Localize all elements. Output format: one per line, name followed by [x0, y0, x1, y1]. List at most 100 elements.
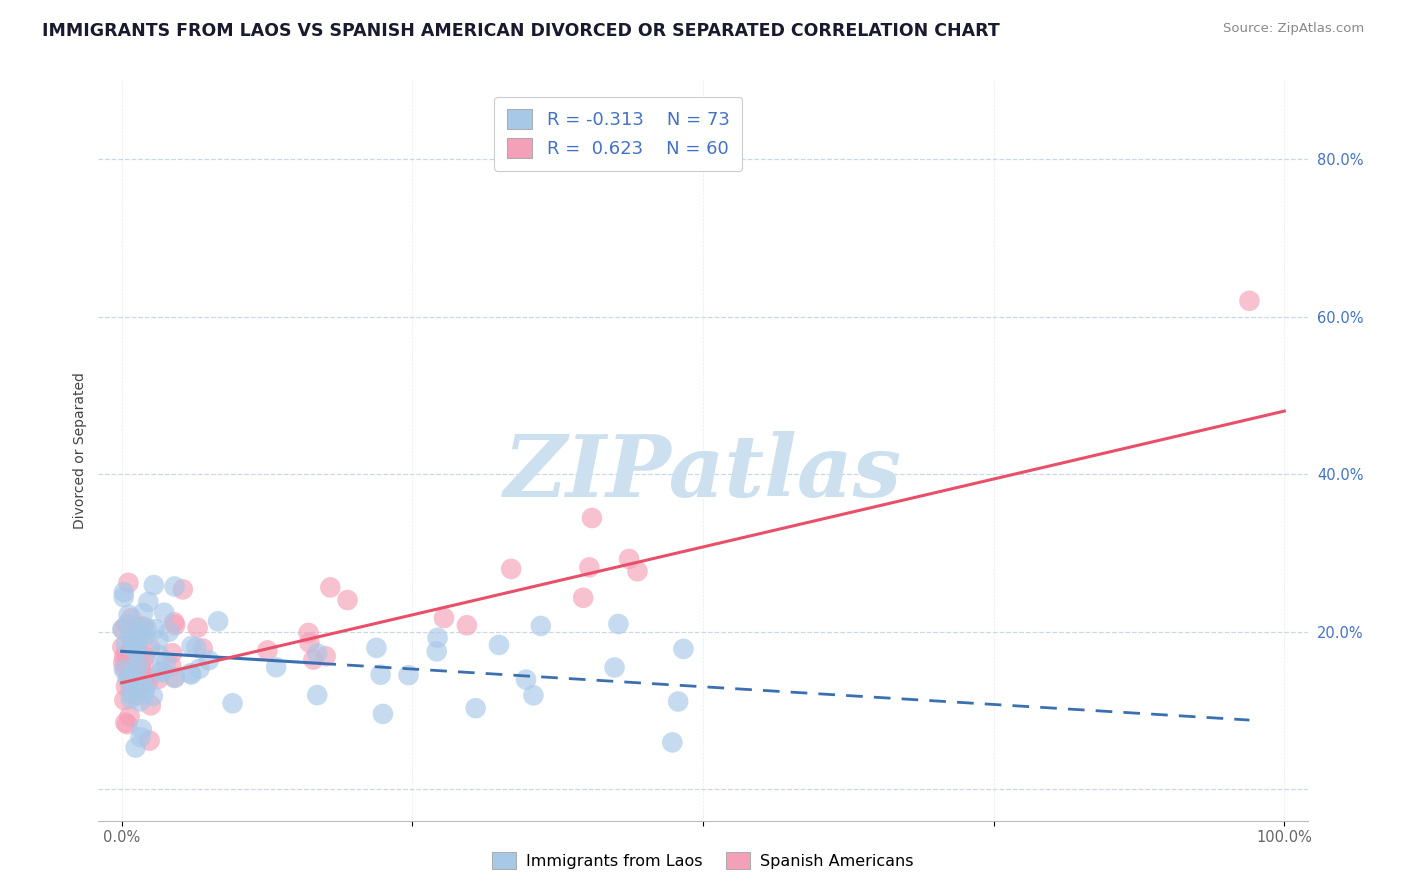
Point: [307, 647, 329, 661]
Point: [125, 689, 148, 703]
Point: [134, 630, 156, 644]
Point: [124, 661, 146, 675]
Point: [115, 648, 138, 662]
Point: [148, 648, 170, 662]
Point: [186, 640, 208, 655]
Point: [256, 643, 278, 657]
Text: IMMIGRANTS FROM LAOS VS SPANISH AMERICAN DIVORCED OR SEPARATED CORRELATION CHART: IMMIGRANTS FROM LAOS VS SPANISH AMERICAN…: [42, 22, 1000, 40]
Point: [456, 618, 478, 632]
Point: [163, 615, 186, 630]
Point: [114, 715, 136, 730]
Point: [131, 723, 153, 737]
Point: [221, 696, 243, 710]
Point: [112, 585, 135, 599]
Point: [153, 606, 176, 620]
Point: [307, 688, 329, 702]
Point: [136, 674, 159, 689]
Point: [607, 617, 630, 632]
Point: [138, 595, 160, 609]
Point: [120, 681, 142, 695]
Point: [121, 640, 143, 655]
Point: [134, 669, 156, 683]
Point: [163, 580, 186, 594]
Point: [488, 638, 510, 652]
Point: [127, 635, 149, 649]
Point: [124, 642, 146, 657]
Point: [118, 709, 141, 723]
Point: [121, 632, 143, 647]
Point: [160, 646, 183, 660]
Point: [371, 706, 394, 721]
Point: [426, 644, 449, 658]
Point: [120, 691, 142, 706]
Point: [118, 671, 141, 685]
Point: [302, 653, 325, 667]
Point: [118, 607, 141, 622]
Point: [666, 694, 689, 708]
Legend: R = -0.313    N = 73, R =  0.623    N = 60: R = -0.313 N = 73, R = 0.623 N = 60: [495, 96, 742, 170]
Point: [163, 671, 186, 685]
Point: [111, 640, 134, 654]
Point: [336, 593, 359, 607]
Point: [112, 656, 135, 670]
Point: [319, 581, 342, 595]
Point: [198, 653, 221, 667]
Point: [142, 578, 165, 592]
Point: [433, 611, 456, 625]
Point: [578, 560, 600, 574]
Point: [121, 673, 143, 688]
Point: [117, 672, 139, 686]
Point: [163, 670, 186, 684]
Point: [120, 611, 142, 625]
Point: [122, 632, 145, 647]
Point: [115, 717, 138, 731]
Point: [128, 657, 150, 672]
Point: [129, 620, 152, 634]
Point: [464, 701, 486, 715]
Point: [132, 658, 155, 673]
Point: [142, 689, 165, 703]
Point: [115, 679, 138, 693]
Point: [191, 641, 214, 656]
Point: [603, 660, 626, 674]
Point: [626, 564, 648, 578]
Point: [370, 667, 392, 681]
Point: [180, 666, 202, 681]
Point: [515, 673, 537, 687]
Legend: Immigrants from Laos, Spanish Americans: Immigrants from Laos, Spanish Americans: [486, 846, 920, 875]
Point: [117, 575, 139, 590]
Point: [297, 626, 319, 640]
Point: [143, 622, 166, 636]
Point: [124, 684, 146, 698]
Point: [426, 631, 449, 645]
Point: [115, 618, 138, 632]
Point: [148, 632, 170, 647]
Point: [148, 672, 170, 686]
Point: [1239, 293, 1261, 308]
Point: [128, 628, 150, 642]
Point: [114, 661, 136, 675]
Point: [661, 735, 683, 749]
Point: [121, 632, 143, 646]
Point: [165, 618, 187, 632]
Point: [112, 693, 135, 707]
Point: [134, 649, 156, 664]
Point: [134, 686, 156, 700]
Point: [118, 661, 141, 675]
Point: [125, 647, 148, 661]
Y-axis label: Divorced or Separated: Divorced or Separated: [73, 372, 87, 529]
Point: [155, 656, 177, 670]
Point: [180, 667, 202, 681]
Point: [172, 582, 194, 597]
Point: [122, 633, 145, 648]
Point: [135, 621, 157, 635]
Point: [135, 681, 157, 695]
Point: [129, 694, 152, 708]
Point: [111, 623, 134, 637]
Point: [149, 665, 172, 680]
Point: [581, 511, 603, 525]
Point: [128, 624, 150, 638]
Point: [188, 662, 211, 676]
Point: [139, 698, 162, 713]
Point: [530, 619, 553, 633]
